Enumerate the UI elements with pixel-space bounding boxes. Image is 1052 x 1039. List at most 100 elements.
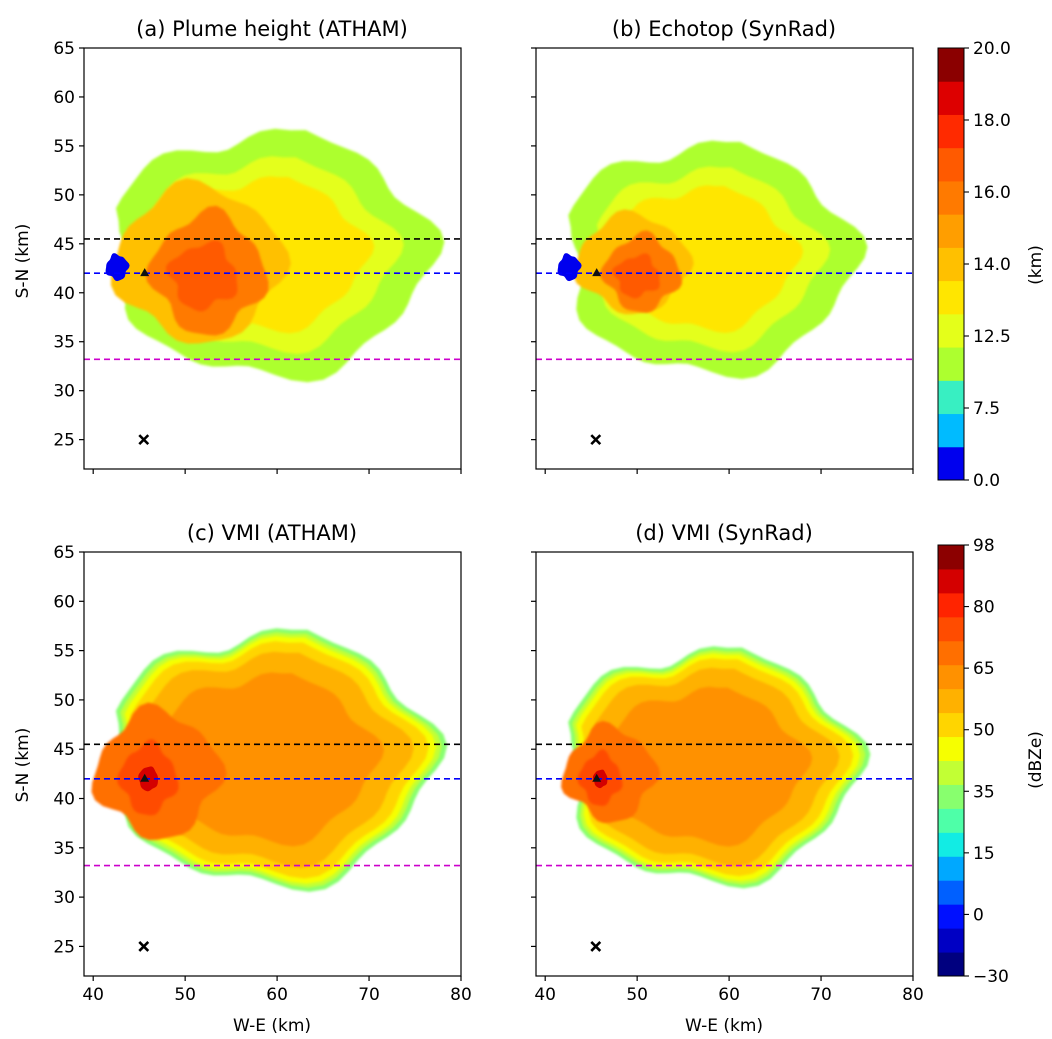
x-tick-label: 60: [266, 985, 288, 1005]
colorbar-swatch: [938, 247, 964, 282]
colorbar-swatch: [938, 736, 964, 761]
panel-c-y-axis-label: S-N (km): [13, 728, 33, 803]
y-tick-label: 25: [53, 937, 75, 957]
colorbar-vmi-label: (dBZe): [1026, 731, 1046, 789]
panel-b-plot-area: [531, 47, 914, 474]
contour-field: [557, 140, 868, 379]
colorbar-tick-label: 18.0: [973, 111, 1011, 131]
colorbar-swatch: [938, 545, 964, 570]
colorbar-swatch: [938, 313, 964, 348]
colorbar-swatch: [938, 616, 964, 642]
colorbar-swatch: [938, 760, 964, 785]
x-tick-label: 80: [902, 985, 924, 1005]
panel-b: (b) Echotop (SynRad): [531, 17, 914, 474]
y-tick-label: 30: [53, 382, 75, 402]
vent-triangle-marker: [140, 268, 150, 277]
axes-frame: [83, 47, 462, 470]
axes-frame: [535, 551, 914, 977]
colorbar-swatch: [938, 48, 964, 82]
panel-d-plot-area: 40 50 60 70 80: [531, 551, 924, 1005]
contour-level-5: [612, 686, 813, 847]
colorbar-tick-label: 15: [973, 844, 995, 864]
x-tick-label: 80: [450, 985, 472, 1005]
colorbar-swatch: [938, 928, 964, 953]
colorbar-swatch: [938, 380, 964, 415]
colorbar-swatch: [938, 81, 964, 115]
colorbar-swatch: [938, 688, 964, 714]
panel-a: (a) Plume height (ATHAM) 25 30 35 40 45 50 55 6…: [13, 17, 462, 474]
x-tick-label: 50: [626, 985, 648, 1005]
panel-d-title: (d) VMI (SynRad): [635, 521, 813, 545]
x-tick-label: 70: [358, 985, 380, 1005]
contour-field: [105, 128, 445, 383]
core-level-3: [612, 253, 660, 299]
colorbar-tick-label: 50: [973, 721, 995, 741]
colorbar-tick-label: 80: [973, 598, 995, 618]
colorbar-swatch: [938, 784, 964, 809]
colorbar-tick-label: 14.0: [973, 255, 1011, 275]
x-tick-label: 40: [82, 985, 104, 1005]
contour-level-5: [165, 672, 385, 847]
colorbar-tick-label: 7.5: [973, 399, 1000, 419]
colorbar-swatch: [938, 904, 964, 929]
y-tick-label: 60: [53, 592, 75, 612]
colorbar-swatch: [938, 413, 964, 448]
y-tick-label: 45: [53, 235, 75, 255]
y-tick-label: 50: [53, 691, 75, 711]
panel-a-plot-area: 25 30 35 40 45 50 55 60 65: [53, 39, 462, 474]
vent-triangle-marker: [592, 773, 602, 782]
x-tick-label: 40: [534, 985, 556, 1005]
radar-cross-marker: [590, 434, 602, 446]
panel-d: (d) VMI (SynRad) 40 50 60 70 80 W-E (km): [531, 521, 924, 1036]
y-tick-label: 40: [53, 790, 75, 810]
y-tick-label: 35: [53, 839, 75, 859]
y-tick-label: 50: [53, 186, 75, 206]
axes-frame: [83, 551, 462, 977]
x-tick-label: 50: [174, 985, 196, 1005]
x-tick-label: 70: [810, 985, 832, 1005]
y-tick-label: 45: [53, 740, 75, 760]
colorbar-swatch: [938, 114, 964, 149]
y-tick-label: 35: [53, 333, 75, 353]
colorbar-tick-label: 65: [973, 659, 995, 679]
colorbar-tick-label: 0: [973, 905, 984, 925]
colorbar-swatch: [938, 592, 964, 618]
colorbar-vmi: −30 0 15 35 50 65 80 98 (dBZe): [937, 536, 1046, 987]
colorbar-tick-label: −30: [973, 967, 1009, 987]
colorbar-swatch: [938, 880, 964, 905]
colorbar-tick-label: 20.0: [973, 39, 1011, 59]
colorbar-height-body: 0.0 7.5 12.5 14.0 16.0 18.0 20.0: [937, 39, 1011, 491]
radar-cross-marker: [138, 940, 150, 952]
x-tick-label: 60: [718, 985, 740, 1005]
y-tick-label: 65: [53, 39, 75, 59]
colorbar-swatch: [938, 952, 964, 977]
y-tick-label: 65: [53, 543, 75, 563]
colorbar-tick-label: 12.5: [973, 327, 1011, 347]
colorbar-swatch: [938, 856, 964, 881]
colorbar-swatch: [938, 808, 964, 833]
panel-c-title: (c) VMI (ATHAM): [187, 521, 357, 545]
panel-b-title: (b) Echotop (SynRad): [612, 17, 836, 41]
y-tick-label: 40: [53, 284, 75, 304]
radar-cross-marker: [590, 940, 602, 952]
colorbar-swatch: [938, 214, 964, 248]
panel-d-x-axis-label: W-E (km): [685, 1016, 763, 1036]
contour-field: [561, 646, 871, 889]
colorbar-swatch: [938, 446, 964, 481]
colorbar-tick-label: 16.0: [973, 183, 1011, 203]
panel-a-title: (a) Plume height (ATHAM): [136, 17, 408, 41]
colorbar-tick-label: 0.0: [973, 471, 1000, 491]
vent-triangle-marker: [140, 773, 150, 782]
panel-a-y-axis-label: S-N (km): [13, 224, 33, 299]
panel-c-plot-area: 25 30 35 40 45 50 55 60 65 40 50 60 70 80: [53, 543, 471, 1005]
colorbar-tick-label: 98: [973, 536, 995, 556]
core-level-3: [166, 240, 238, 312]
y-tick-label: 55: [53, 642, 75, 662]
colorbar-swatch: [938, 347, 964, 381]
colorbar-swatch: [938, 568, 964, 594]
colorbar-swatch: [938, 712, 964, 738]
contour-field: [91, 628, 448, 892]
colorbar-frame: [937, 544, 965, 977]
axes-frame: [535, 47, 914, 470]
